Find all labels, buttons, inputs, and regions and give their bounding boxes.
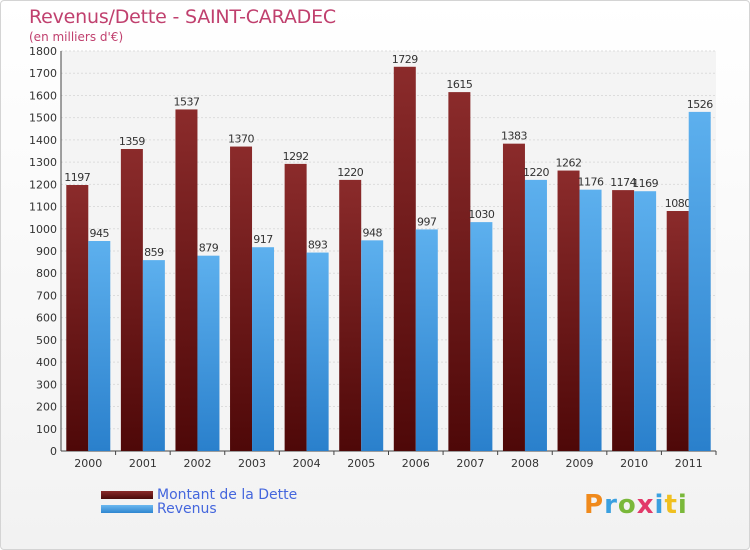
data-label: 1262	[556, 157, 582, 170]
data-label: 893	[308, 239, 328, 252]
chart-title: Revenus/Dette - SAINT-CARADEC	[29, 6, 336, 28]
bar-dette	[66, 185, 89, 451]
data-label: 917	[253, 233, 273, 246]
y-tick-label: 400	[36, 356, 57, 369]
legend-label-dette: Montant de la Dette	[157, 487, 298, 503]
y-tick-label: 1100	[29, 201, 57, 214]
y-tick-label: 0	[50, 445, 57, 458]
bar-dette	[666, 211, 689, 451]
y-tick-label: 1300	[29, 156, 57, 169]
bar-dette	[284, 163, 307, 451]
y-tick-label: 1800	[29, 45, 57, 58]
bar-dette	[120, 149, 143, 451]
y-tick-label: 100	[36, 423, 57, 436]
bar-revenus	[306, 252, 329, 451]
bar-revenus	[142, 260, 165, 451]
chart-subtitle: (en milliers d'€)	[29, 30, 124, 44]
data-label: 1526	[687, 98, 713, 111]
data-label: 1615	[446, 78, 472, 91]
legend-item-dette: Montant de la Dette	[101, 488, 297, 502]
data-label: 945	[90, 227, 110, 240]
data-label: 997	[417, 215, 437, 228]
proxiti-logo: Proxiti	[584, 490, 688, 520]
y-tick-label: 800	[36, 267, 57, 280]
bar-revenus	[634, 191, 657, 451]
data-label: 859	[144, 246, 164, 259]
legend: Montant de la Dette Revenus	[101, 488, 297, 516]
data-label: 1220	[523, 166, 549, 179]
y-tick-label: 1600	[29, 89, 57, 102]
legend-swatch-dette	[101, 491, 153, 499]
x-tick-label: 2006	[402, 457, 430, 470]
y-tick-label: 1000	[29, 223, 57, 236]
data-label: 1176	[578, 176, 604, 189]
y-tick-label: 700	[36, 289, 57, 302]
data-label: 879	[199, 242, 219, 255]
data-label: 1729	[392, 53, 418, 66]
bar-dette	[393, 66, 416, 452]
y-tick-label: 1500	[29, 112, 57, 125]
data-label: 1383	[501, 130, 527, 143]
data-label: 1169	[632, 177, 658, 190]
y-tick-label: 500	[36, 334, 57, 347]
data-label: 1197	[64, 171, 90, 184]
data-label: 948	[362, 226, 382, 239]
legend-swatch-revenus	[101, 505, 153, 513]
y-tick-label: 900	[36, 245, 57, 258]
data-label: 1220	[337, 166, 363, 179]
data-label: 1174	[610, 176, 636, 189]
x-tick-label: 2005	[347, 457, 375, 470]
x-tick-label: 2000	[74, 457, 102, 470]
bar-dette	[502, 143, 525, 451]
x-tick-label: 2004	[293, 457, 321, 470]
x-tick-label: 2003	[238, 457, 266, 470]
bar-revenus	[88, 241, 111, 451]
x-tick-label: 2001	[129, 457, 157, 470]
bar-dette	[448, 92, 471, 451]
data-label: 1359	[119, 135, 145, 148]
legend-label-revenus: Revenus	[157, 501, 217, 517]
x-tick-label: 2011	[675, 457, 703, 470]
x-tick-label: 2010	[620, 457, 648, 470]
x-tick-label: 2007	[456, 457, 484, 470]
data-label: 1537	[173, 95, 199, 108]
data-label: 1080	[665, 197, 691, 210]
bar-revenus	[688, 111, 711, 451]
bar-dette	[175, 109, 198, 451]
bar-revenus	[470, 222, 493, 451]
x-tick-label: 2009	[566, 457, 594, 470]
y-tick-label: 1700	[29, 67, 57, 80]
bar-dette	[230, 146, 253, 452]
bar-revenus	[361, 240, 384, 451]
bar-dette	[612, 190, 635, 451]
y-tick-label: 1200	[29, 178, 57, 191]
legend-item-revenus: Revenus	[101, 502, 297, 516]
data-label: 1370	[228, 133, 254, 146]
y-tick-label: 200	[36, 401, 57, 414]
data-label: 1030	[468, 208, 494, 221]
bar-dette	[557, 170, 580, 452]
y-tick-label: 600	[36, 312, 57, 325]
bar-revenus	[524, 179, 547, 451]
y-tick-label: 1400	[29, 134, 57, 147]
bar-dette	[339, 179, 362, 451]
bar-revenus	[197, 255, 220, 451]
data-label: 1292	[283, 150, 309, 163]
bar-revenus	[252, 247, 275, 451]
x-tick-label: 2002	[183, 457, 211, 470]
x-tick-label: 2008	[511, 457, 539, 470]
y-tick-label: 300	[36, 378, 57, 391]
bar-revenus	[579, 189, 602, 451]
bar-revenus	[415, 229, 438, 451]
